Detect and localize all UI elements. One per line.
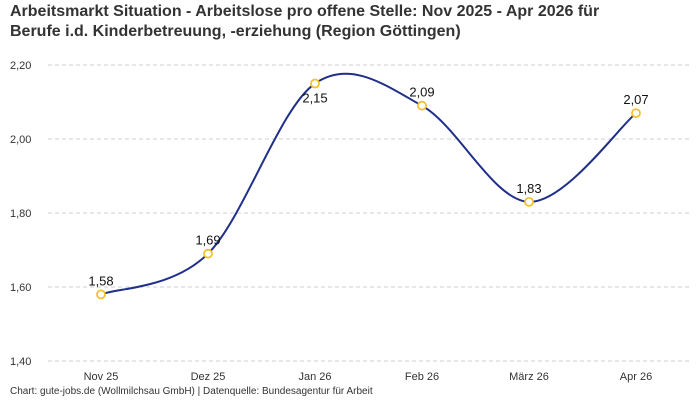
data-point-label: 2,07 (623, 92, 648, 107)
series-line-path (100, 72, 637, 296)
x-tick-label: Apr 26 (620, 371, 652, 383)
data-point-label: 1,58 (88, 273, 113, 288)
series-line (100, 72, 637, 296)
chart-title: Arbeitsmarkt Situation - Arbeitslose pro… (10, 2, 690, 42)
data-point-marker (524, 196, 534, 207)
chart-source-footer: Chart: gute-jobs.de (Wollmilchsau GmbH) … (10, 386, 373, 397)
data-point-marker (203, 248, 213, 259)
x-axis-ticks: Nov 25 Dez 25 Jan 26 Feb 26 März 26 Apr 26 (84, 371, 653, 383)
x-tick-label: Jan 26 (298, 371, 331, 383)
data-point-label: 1,83 (516, 181, 541, 196)
data-point-marker (310, 78, 320, 89)
data-point-marker (631, 108, 641, 118)
data-point-marker (417, 100, 427, 111)
y-tick-label: 1,60 (10, 282, 31, 294)
x-tick-label: März 26 (509, 371, 549, 383)
data-point-label: 2,15 (302, 91, 327, 106)
data-point-label: 1,69 (195, 233, 220, 248)
x-tick-label: Nov 25 (84, 371, 119, 383)
data-point-marker (96, 289, 106, 300)
y-tick-label: 2,20 (10, 60, 31, 72)
data-markers (96, 78, 641, 300)
data-point-label: 2,09 (409, 85, 434, 100)
data-labels: 1,58 1,69 2,15 2,09 1,83 2,07 (88, 85, 648, 289)
y-tick-label: 1,40 (10, 356, 31, 368)
y-axis-ticks: 1,40 1,60 1,80 2,00 2,20 (10, 60, 31, 368)
x-tick-label: Feb 26 (405, 371, 439, 383)
grid-lines (48, 64, 690, 362)
y-tick-label: 1,80 (10, 208, 31, 220)
x-tick-label: Dez 25 (191, 371, 226, 383)
chart-title-line-2: Berufe i.d. Kinderbetreuung, -erziehung … (10, 23, 461, 40)
y-tick-label: 2,00 (10, 134, 31, 146)
chart-title-line-1: Arbeitsmarkt Situation - Arbeitslose pro… (10, 3, 600, 20)
